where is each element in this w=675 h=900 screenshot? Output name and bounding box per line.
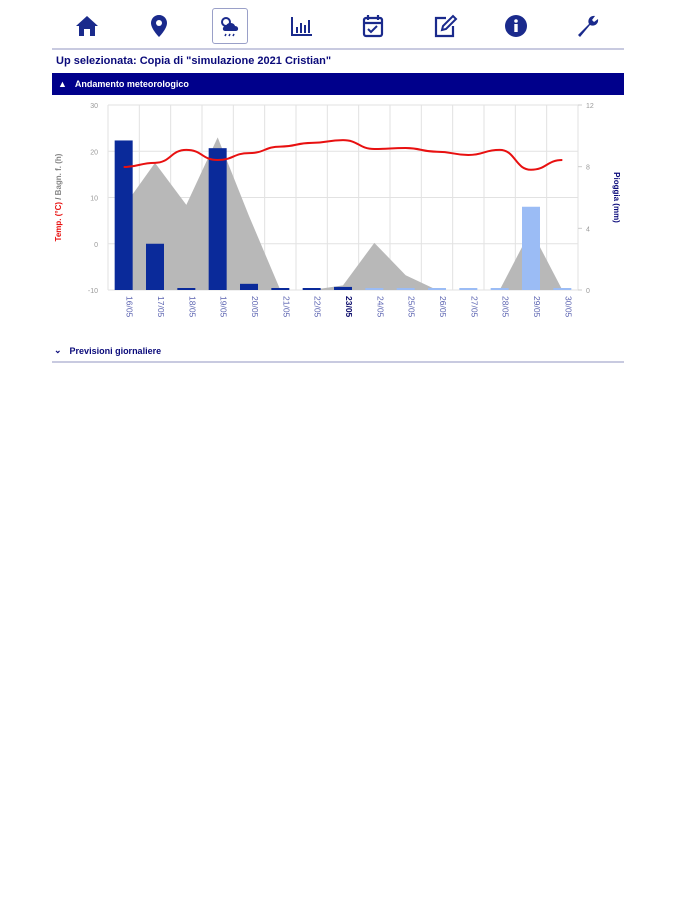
rain-bar (208, 148, 227, 290)
rain-bar (553, 288, 572, 290)
rain-bar (522, 206, 540, 290)
y-left-axis-title: Temp. (°C) / Bagn. f. (h) (54, 153, 63, 241)
weather-chart: 30 20 10 0 -10 12 8 4 0 16/05 17/05 18/05 19/05 20/05… (54, 103, 621, 318)
x-tick-label: 21/05 (281, 296, 291, 318)
y-right-tick-label: 4 (586, 226, 590, 233)
info-icon (505, 15, 527, 37)
rain-bar (490, 288, 509, 290)
edit-icon (434, 14, 457, 38)
section-title: Andamento meteorologico (74, 79, 189, 89)
y-right-axis-title: Pioggia (mm) (612, 172, 621, 223)
x-tick-label: 22/05 (313, 296, 323, 318)
toolbar-button-bar-chart[interactable] (284, 8, 320, 44)
rain-bar (428, 288, 446, 290)
rain-bar (114, 140, 133, 290)
home-icon (76, 16, 98, 36)
divider (52, 361, 624, 363)
rain-bar (146, 243, 164, 290)
section-header-forecast[interactable]: ⌄ Previsioni giornaliere (54, 345, 161, 356)
rain-bar (365, 288, 384, 290)
y-left-tick-label: 0 (94, 242, 98, 249)
section-header-weather[interactable]: ▲ Andamento meteorologico (52, 73, 624, 95)
rain-bar (240, 283, 258, 290)
y-right-tick-label: 0 (586, 288, 590, 295)
leaf-wetness-area (123, 137, 563, 290)
y-left-tick-label: -10 (88, 288, 98, 295)
toolbar-button-weather[interactable] (212, 8, 248, 44)
chevron-up-icon: ▲ (58, 79, 67, 89)
y-left-tick-label: 30 (90, 103, 98, 110)
y-right-tick-label: 12 (586, 103, 594, 110)
x-tick-label: 17/05 (156, 296, 166, 318)
rain-bar (302, 288, 321, 290)
x-tick-label: 23/05 (344, 296, 354, 318)
weather-icon (221, 17, 239, 37)
x-tick-label: 30/05 (563, 296, 573, 318)
toolbar-button-edit[interactable] (427, 8, 463, 44)
rain-bar (177, 288, 196, 290)
y-right-tick-label: 8 (586, 165, 590, 172)
y-left-tick-label: 10 (90, 196, 98, 203)
axis-title-part: Temp. (°C) (54, 202, 63, 242)
rain-bar (459, 288, 478, 290)
toolbar-button-info[interactable] (498, 8, 534, 44)
x-tick-label: 25/05 (407, 296, 417, 318)
toolbar-button-map-pin[interactable] (141, 8, 177, 44)
toolbar-button-wrench[interactable] (570, 8, 606, 44)
temperature-line (123, 139, 563, 171)
x-tick-label: 20/05 (250, 296, 260, 318)
x-tick-label: 29/05 (532, 296, 542, 318)
x-tick-label: 19/05 (219, 296, 229, 318)
main-toolbar (52, 4, 624, 46)
toolbar-button-calendar-check[interactable] (355, 8, 391, 44)
axis-title-part: Bagn. f. (h) (54, 153, 63, 195)
x-tick-label: 27/05 (469, 296, 479, 318)
y-left-tick-label: 20 (90, 149, 98, 156)
bar-chart-icon (290, 17, 312, 36)
x-tick-label: 26/05 (438, 296, 448, 318)
x-tick-label: 28/05 (501, 296, 511, 318)
calendar-check-icon (362, 15, 384, 38)
rain-bar (271, 288, 290, 290)
axis-title-part: / (54, 195, 63, 202)
divider (52, 48, 624, 50)
rain-bar (396, 288, 415, 290)
wrench-icon (577, 15, 598, 37)
map-pin-icon (150, 15, 167, 37)
toolbar-button-home[interactable] (69, 8, 105, 44)
section-title: Previsioni giornaliere (69, 345, 162, 356)
x-tick-label: 18/05 (187, 296, 197, 318)
x-tick-label: 16/05 (125, 296, 135, 318)
chevron-down-icon: ⌄ (54, 345, 62, 355)
x-tick-label: 24/05 (375, 296, 385, 318)
rain-bar (334, 286, 352, 290)
selected-up-label: Up selezionata: Copia di "simulazione 20… (56, 55, 332, 67)
